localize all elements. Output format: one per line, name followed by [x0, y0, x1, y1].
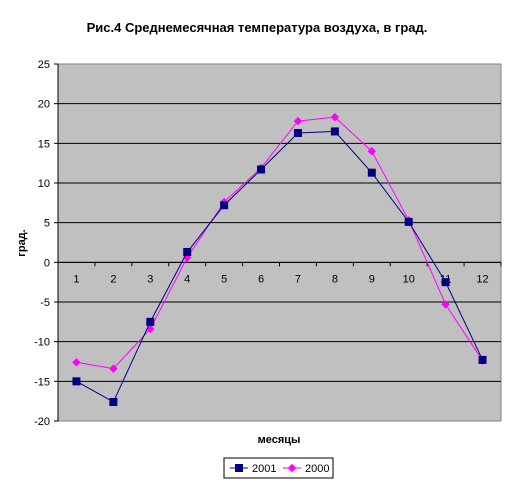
y-tick-label: -20 — [34, 416, 50, 428]
legend-item-2001: 2001 — [230, 463, 276, 475]
x-tick-label: 6 — [258, 273, 264, 285]
legend-label: 2000 — [305, 463, 329, 475]
data-point — [441, 278, 450, 287]
data-point — [293, 116, 303, 126]
data-point — [109, 397, 118, 406]
data-point — [367, 147, 376, 156]
y-tick-label: 10 — [38, 178, 50, 190]
x-axis-title: месяцы — [258, 434, 301, 446]
data-point — [478, 355, 487, 364]
x-tick-label: 4 — [184, 273, 190, 285]
data-point — [220, 201, 229, 210]
data-point — [404, 217, 413, 226]
y-tick-label: 5 — [44, 218, 50, 230]
legend-item-2000: 2000 — [283, 463, 329, 475]
data-point — [72, 377, 81, 386]
data-point — [293, 129, 302, 138]
data-point — [146, 317, 155, 326]
data-point — [109, 364, 118, 373]
legend-marker — [235, 464, 243, 472]
x-tick-label: 5 — [221, 273, 227, 285]
x-tick-label: 12 — [476, 273, 488, 285]
data-point — [330, 127, 339, 136]
y-tick-label: 25 — [38, 59, 50, 71]
chart-title: Рис.4 Среднемесячная температура воздуха… — [87, 20, 428, 35]
series-layer — [72, 112, 487, 406]
legend-box — [223, 457, 334, 479]
y-tick-label: -15 — [34, 376, 50, 388]
x-tick-label: 2 — [110, 273, 116, 285]
y-tick-label: 20 — [38, 99, 50, 111]
y-tick-label: -10 — [34, 337, 50, 349]
x-tick-label: 7 — [295, 273, 301, 285]
data-point — [257, 165, 266, 174]
legend: 2001 2000 — [223, 457, 334, 479]
data-point — [72, 358, 81, 367]
y-tick-label: 0 — [44, 257, 50, 269]
y-tick-label: -5 — [40, 297, 50, 309]
legend-items: 2001 2000 — [230, 463, 329, 475]
data-point — [441, 300, 450, 309]
legend-marker — [287, 463, 297, 473]
x-tick-label: 10 — [403, 273, 415, 285]
data-point — [183, 248, 192, 257]
series-2001 — [72, 127, 487, 406]
legend-label: 2001 — [252, 463, 276, 475]
x-tick-label: 8 — [332, 273, 338, 285]
y-axis-title: град. — [16, 229, 28, 256]
data-point — [330, 112, 340, 122]
data-point — [367, 168, 376, 177]
series-line-2001 — [76, 130, 483, 403]
plot-area — [57, 63, 502, 422]
x-tick-label: 1 — [73, 273, 79, 285]
y-tick-label: 15 — [38, 138, 50, 150]
x-tick-label: 9 — [369, 273, 375, 285]
y-axis-ticks: 25 20 15 10 5 0 -5 -10 -15 -20 — [34, 59, 59, 428]
x-tick-label: 3 — [147, 273, 153, 285]
